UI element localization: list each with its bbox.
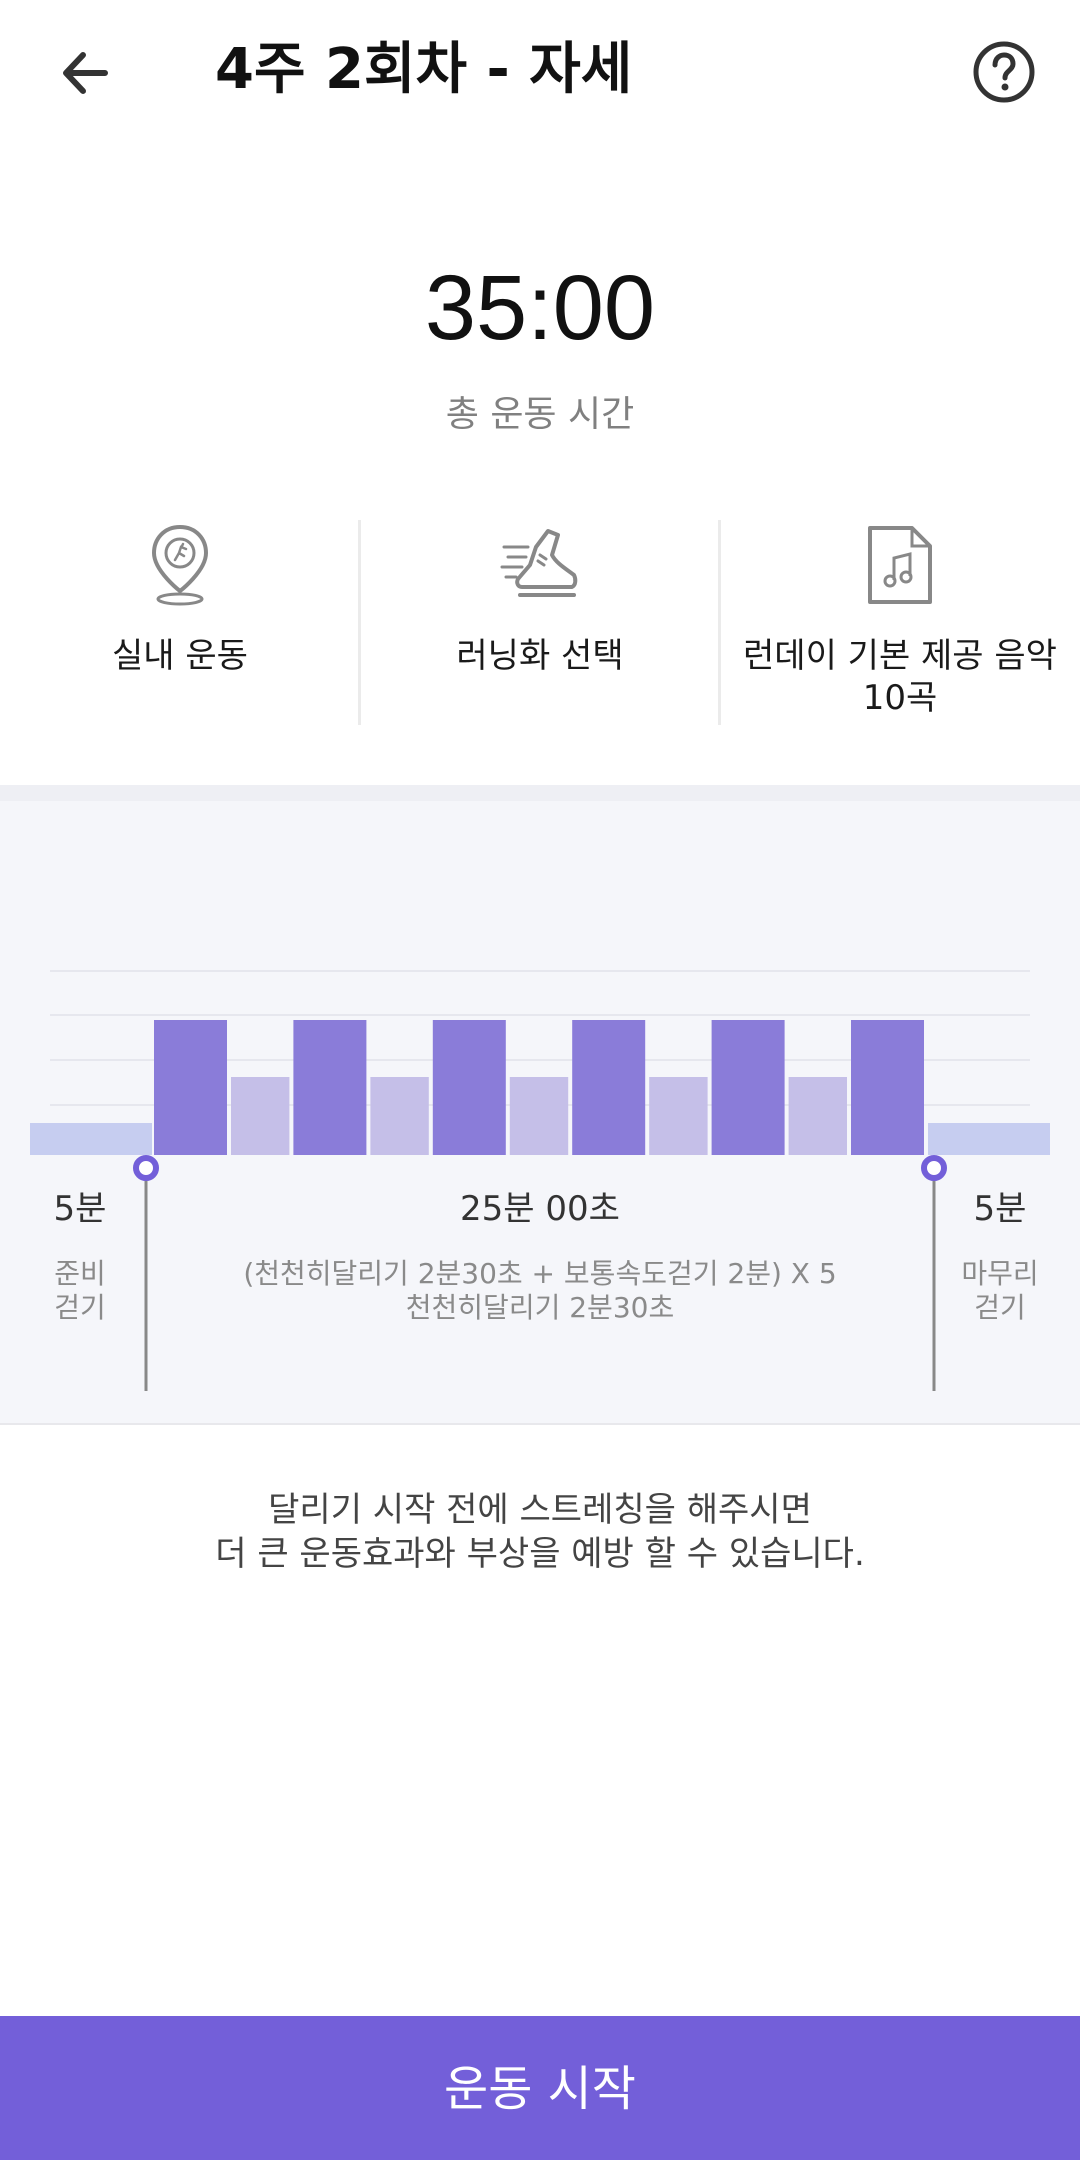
info-music-label: 런데이 기본 제공 음악 10곡: [720, 635, 1080, 719]
interval-bar-slow-run: [293, 1020, 367, 1155]
segment-boundary-marker: [133, 1155, 159, 1181]
segment-main-desc-line1: (천천히달리기 2분30초 + 보통속도걷기 2분) X 5: [243, 1257, 837, 1290]
info-indoor-label: 실내 운동: [112, 636, 248, 676]
segment-main-duration: 25분 00초: [460, 1189, 620, 1229]
info-divider: [718, 520, 721, 725]
segment-cooldown-desc-line1: 마무리: [961, 1257, 1039, 1290]
running-shoe-icon: [500, 529, 578, 597]
info-shoes[interactable]: 러닝화 선택: [360, 520, 720, 725]
info-music-label-line2: 10곡: [862, 678, 938, 718]
interval-plan-section: 5분 준비 걷기 25분 00초 (천천히달리기 2분30초 + 보통속도걷기 …: [0, 785, 1080, 1425]
interval-bar-normal-walk: [231, 1077, 290, 1155]
total-workout-time: 35:00: [424, 257, 656, 359]
header: 4주 2회차 - 자세: [0, 0, 1080, 140]
interval-chart: [30, 970, 1050, 1391]
info-music-label-line1: 런데이 기본 제공 음악: [743, 636, 1057, 676]
start-workout-button[interactable]: 운동 시작: [0, 2016, 1080, 2160]
interval-bar-normal-walk: [370, 1077, 429, 1155]
segment-warmup-duration: 5분: [53, 1189, 107, 1229]
segment-boundary-marker: [921, 1155, 947, 1181]
segment-warmup-desc-line2: 걷기: [54, 1291, 106, 1324]
info-music[interactable]: 런데이 기본 제공 음악 10곡: [720, 520, 1080, 725]
segment-main-desc-line2: 천천히달리기 2분30초: [405, 1291, 675, 1324]
interval-bar-slow-run: [432, 1020, 506, 1155]
interval-bars: [30, 1020, 1050, 1155]
info-indoor[interactable]: 실내 운동: [0, 520, 360, 725]
indoor-location-pin-icon: [151, 524, 209, 606]
total-workout-time-label: 총 운동 시간: [445, 394, 635, 435]
workout-info-row: 실내 운동 러닝화 선택 런데이 기본 제공 음악 10곡: [0, 520, 1080, 725]
interval-bar-slow-run: [572, 1020, 646, 1155]
info-divider: [358, 520, 361, 725]
segment-cooldown-desc-line2: 걷기: [974, 1291, 1026, 1324]
segment-main: 25분 00초 (천천히달리기 2분30초 + 보통속도걷기 2분) X 5 천…: [160, 1187, 920, 1325]
page-title: 4주 2회차 - 자세: [215, 37, 633, 102]
segment-warmup-desc-line1: 준비: [54, 1257, 106, 1290]
back-button[interactable]: [40, 28, 130, 118]
interval-bar-cooldown-walk: [928, 1123, 1050, 1155]
arrow-left-icon: [63, 52, 108, 94]
tip-line2: 더 큰 운동효과와 부상을 예방 할 수 있습니다.: [215, 1534, 865, 1574]
question-circle-icon: [973, 41, 1035, 103]
stretching-tip: 달리기 시작 전에 스트레칭을 해주시면 더 큰 운동효과와 부상을 예방 할 …: [0, 1488, 1080, 1576]
interval-bar-slow-run: [851, 1020, 924, 1155]
interval-bar-normal-walk: [509, 1077, 569, 1155]
info-shoes-label: 러닝화 선택: [456, 636, 624, 676]
interval-bar-slow-run: [154, 1020, 227, 1155]
interval-bar-warmup-walk: [30, 1123, 152, 1155]
help-button[interactable]: [962, 30, 1046, 114]
segment-cooldown: 5분 마무리 걷기: [940, 1187, 1060, 1325]
tip-line1: 달리기 시작 전에 스트레칭을 해주시면: [268, 1490, 812, 1530]
interval-bar-slow-run: [711, 1020, 785, 1155]
interval-bar-normal-walk: [649, 1077, 708, 1155]
segment-cooldown-duration: 5분: [973, 1189, 1027, 1229]
music-file-icon: [868, 526, 932, 604]
interval-bar-normal-walk: [788, 1077, 847, 1155]
segment-warmup: 5분 준비 걷기: [20, 1187, 140, 1325]
